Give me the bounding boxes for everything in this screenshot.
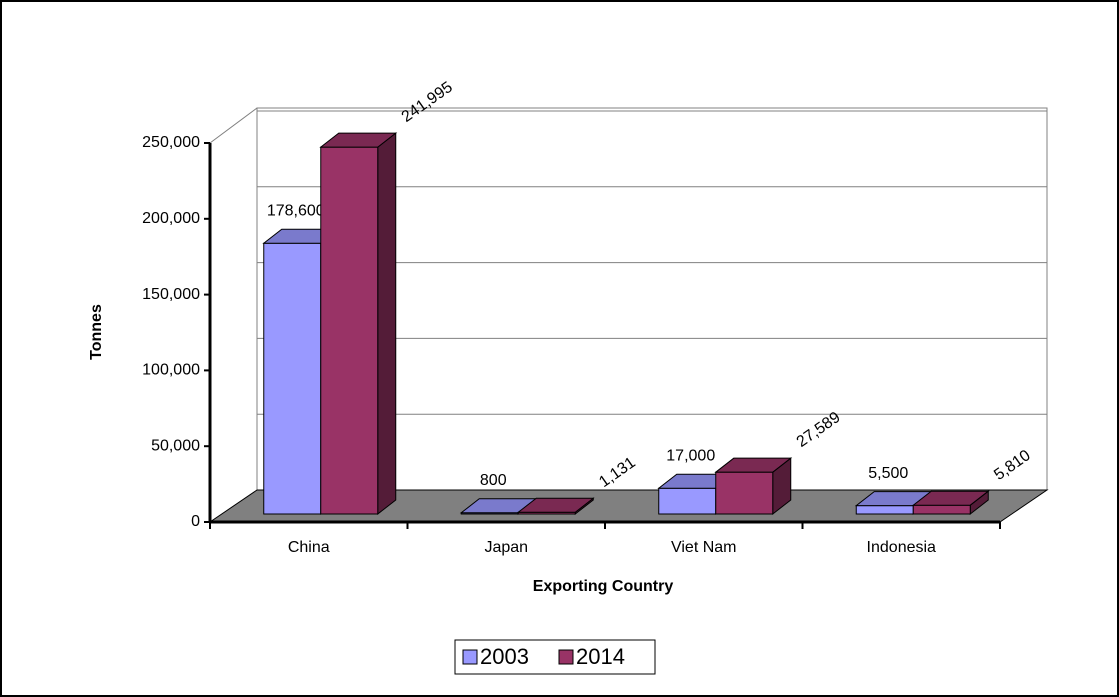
bar-top [714, 457, 793, 473]
data-label: 17,000 [666, 447, 715, 464]
y-tick-label: 100,000 [142, 362, 200, 379]
bar [263, 242, 322, 515]
legend-swatch [462, 649, 478, 665]
data-label: 5,500 [868, 465, 908, 482]
bar [715, 471, 774, 515]
y-tick-label: 250,000 [142, 134, 200, 151]
bar-top [911, 490, 990, 506]
data-label: 178,600 [267, 202, 325, 219]
wall-edge [209, 107, 258, 144]
legend-label: 2014 [576, 644, 625, 669]
data-label: 800 [480, 472, 507, 489]
x-tick-label: Indonesia [867, 539, 936, 556]
legend-label: 2003 [480, 644, 529, 669]
y-axis-title: Tonnes [88, 304, 105, 360]
bar [855, 505, 914, 515]
y-tick-label: 0 [191, 513, 200, 530]
legend-swatch [558, 649, 574, 665]
legend-box [454, 639, 656, 675]
bar-top [319, 132, 398, 148]
y-tick-label: 150,000 [142, 286, 200, 303]
bar [912, 504, 971, 515]
x-tick-label: Viet Nam [671, 539, 737, 556]
bar [658, 487, 717, 515]
bar [320, 146, 379, 515]
y-tick-label: 200,000 [142, 210, 200, 227]
x-axis-title: Exporting Country [533, 578, 674, 595]
x-tick-label: Japan [484, 539, 528, 556]
bar-side [377, 132, 397, 516]
bar-top [516, 497, 595, 513]
y-tick-label: 50,000 [151, 437, 200, 454]
x-tick-label: China [288, 539, 330, 556]
